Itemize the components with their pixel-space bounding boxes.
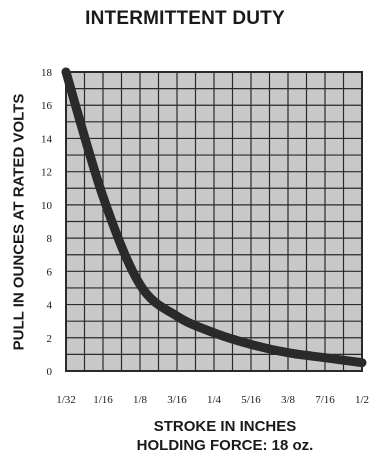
data-point: [213, 332, 215, 334]
y-tick-label: 4: [47, 300, 53, 312]
x-tick-labels: 1/32 1/16 1/8 3/16 1/4 5/16 3/8 7/16 1/2: [56, 394, 369, 406]
x-tick-label: 7/16: [315, 394, 335, 406]
x-tick-label: 5/16: [241, 394, 261, 406]
y-tick-label: 14: [41, 133, 53, 145]
data-point: [250, 343, 252, 345]
data-point: [361, 362, 363, 364]
x-tick-label: 1/4: [207, 394, 222, 406]
data-point: [324, 357, 326, 359]
data-point: [287, 352, 289, 354]
holding-force-note: HOLDING FORCE: 18 oz.: [136, 437, 314, 454]
x-tick-label: 3/8: [281, 394, 296, 406]
x-tick-label: 1/16: [93, 394, 113, 406]
y-tick-label: 12: [41, 167, 52, 179]
y-tick-label: 0: [47, 366, 53, 378]
series-group: [61, 67, 367, 368]
y-tick-label: 6: [47, 266, 53, 278]
data-point: [102, 196, 104, 198]
y-tick-label: 10: [41, 200, 53, 212]
x-tick-label: 1/8: [133, 394, 148, 406]
x-tick-label: 1/32: [56, 394, 76, 406]
data-point: [65, 71, 67, 73]
grid-lines: [66, 72, 362, 371]
x-tick-label: 3/16: [167, 394, 187, 406]
chart-title: INTERMITTENT DUTY: [85, 8, 285, 29]
y-tick-label: 16: [41, 100, 53, 112]
y-tick-label: 8: [47, 233, 53, 245]
x-tick-label: 1/2: [355, 394, 369, 406]
y-tick-label: 2: [47, 333, 53, 345]
y-tick-labels: 0 2 4 6 8 10 12 14 16 18: [41, 67, 53, 378]
y-tick-label: 18: [41, 67, 53, 79]
x-axis-label: STROKE IN INCHES: [153, 418, 297, 435]
data-point: [139, 284, 141, 286]
data-point: [176, 315, 178, 317]
